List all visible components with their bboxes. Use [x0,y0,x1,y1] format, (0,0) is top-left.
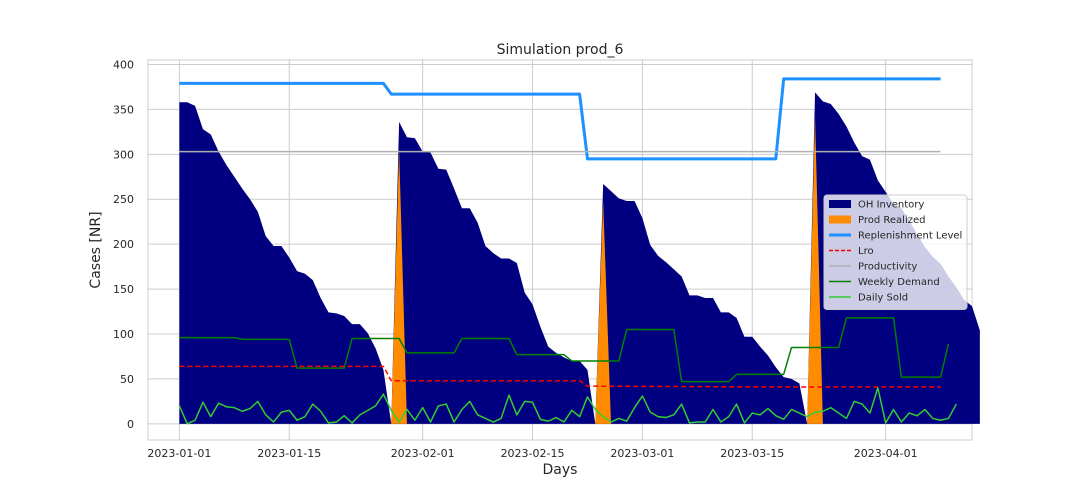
weekly-demand-line [179,317,950,383]
legend-swatch-prod-realized [829,215,851,224]
legend-swatch-oh-inventory [829,200,851,208]
tick-labels: 0 50 100 150 200 250 300 350 400 2023-01-01 2023-0… [113,58,918,460]
x-tick-label: 2023-02-15 [501,447,565,460]
x-tick-label: 2023-02-01 [391,447,455,460]
lro-line [179,365,941,388]
y-tick-label: 0 [127,418,134,431]
y-tick-label: 350 [113,103,134,116]
y-tick-label: 150 [113,283,134,296]
x-tick-label: 2023-03-15 [720,447,784,460]
y-tick-label: 100 [113,328,134,341]
y-tick-label: 300 [113,148,134,161]
x-tick-label: 2023-01-01 [147,447,211,460]
legend-label-weekly-demand: Weekly Demand [858,277,940,288]
legend-label-productivity: Productivity [858,262,917,273]
x-tick-label: 2023-04-01 [854,447,918,460]
legend-label-replenishment-level: Replenishment Level [858,231,962,242]
legend-label-daily-sold: Daily Sold [858,293,908,304]
legend-label-prod-realized: Prod Realized [858,215,925,226]
chart-title: Simulation prod_6 [497,42,624,58]
y-axis-label: Cases [NR] [88,211,104,288]
legend-label-lro: Lro [858,246,874,257]
legend: OH Inventory Prod Realized Replenishment L… [823,194,968,310]
x-axis-label: Days [543,462,578,478]
replenishment-level-line [179,77,941,161]
x-tick-label: 2023-03-01 [610,447,674,460]
y-tick-label: 250 [113,193,134,206]
oh-inventory-area [179,92,980,424]
series-layer [178,77,980,425]
y-tick-label: 50 [120,373,134,386]
daily-sold-line [178,387,957,425]
y-tick-label: 200 [113,238,134,251]
x-tick-label: 2023-01-15 [257,447,321,460]
y-tick-label: 400 [113,58,134,71]
legend-frame [823,194,968,310]
legend-label-oh-inventory: OH Inventory [858,200,924,211]
